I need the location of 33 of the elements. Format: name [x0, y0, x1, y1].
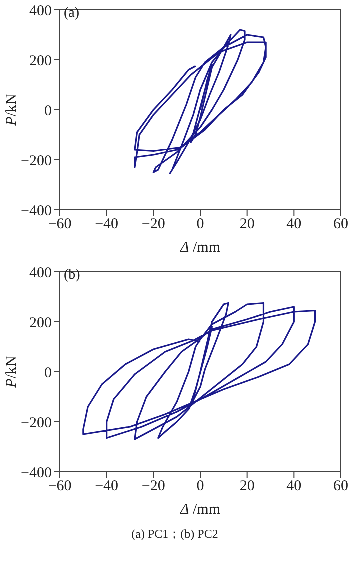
x-axis-title: Δ/mm — [179, 502, 221, 518]
x-tick-label: −60 — [48, 216, 72, 233]
y-tick-label: −400 — [21, 465, 52, 482]
y-tick-label: 0 — [44, 365, 52, 382]
y-tick-label: 400 — [30, 265, 52, 282]
y-tick-label: 200 — [30, 53, 52, 70]
annotation: (a) — [64, 6, 80, 22]
x-tick-label: −20 — [142, 216, 166, 233]
x-tick-label: −40 — [95, 216, 119, 233]
y-axis-title: P/kN — [4, 356, 20, 389]
x-tick-label: −60 — [48, 478, 72, 495]
y-tick-label: −400 — [21, 203, 52, 220]
y-tick-label: −200 — [21, 153, 52, 170]
x-axis-title: Δ/mm — [179, 240, 221, 256]
x-tick-label: −20 — [142, 478, 166, 495]
x-tick-label: 20 — [240, 478, 255, 495]
text: (a) PC1；(b) PC2 — [130, 526, 220, 543]
x-tick-label: −40 — [95, 478, 119, 495]
x-tick-label: 40 — [286, 216, 302, 233]
y-tick-label: 400 — [30, 3, 52, 20]
x-tick-label: 0 — [196, 216, 204, 233]
y-tick-label: −200 — [21, 415, 52, 432]
x-tick-label: 60 — [334, 216, 348, 233]
annotation: (b) — [64, 268, 80, 284]
y-tick-label: 0 — [44, 103, 52, 120]
y-tick-label: 200 — [30, 315, 52, 332]
x-tick-label: 40 — [286, 478, 302, 495]
x-tick-label: 20 — [240, 216, 255, 233]
y-axis-title: P/kN — [4, 94, 20, 127]
line-series — [82, 302, 316, 440]
x-tick-label: 60 — [334, 478, 348, 495]
line-series — [134, 29, 267, 175]
x-tick-label: 0 — [196, 478, 204, 495]
